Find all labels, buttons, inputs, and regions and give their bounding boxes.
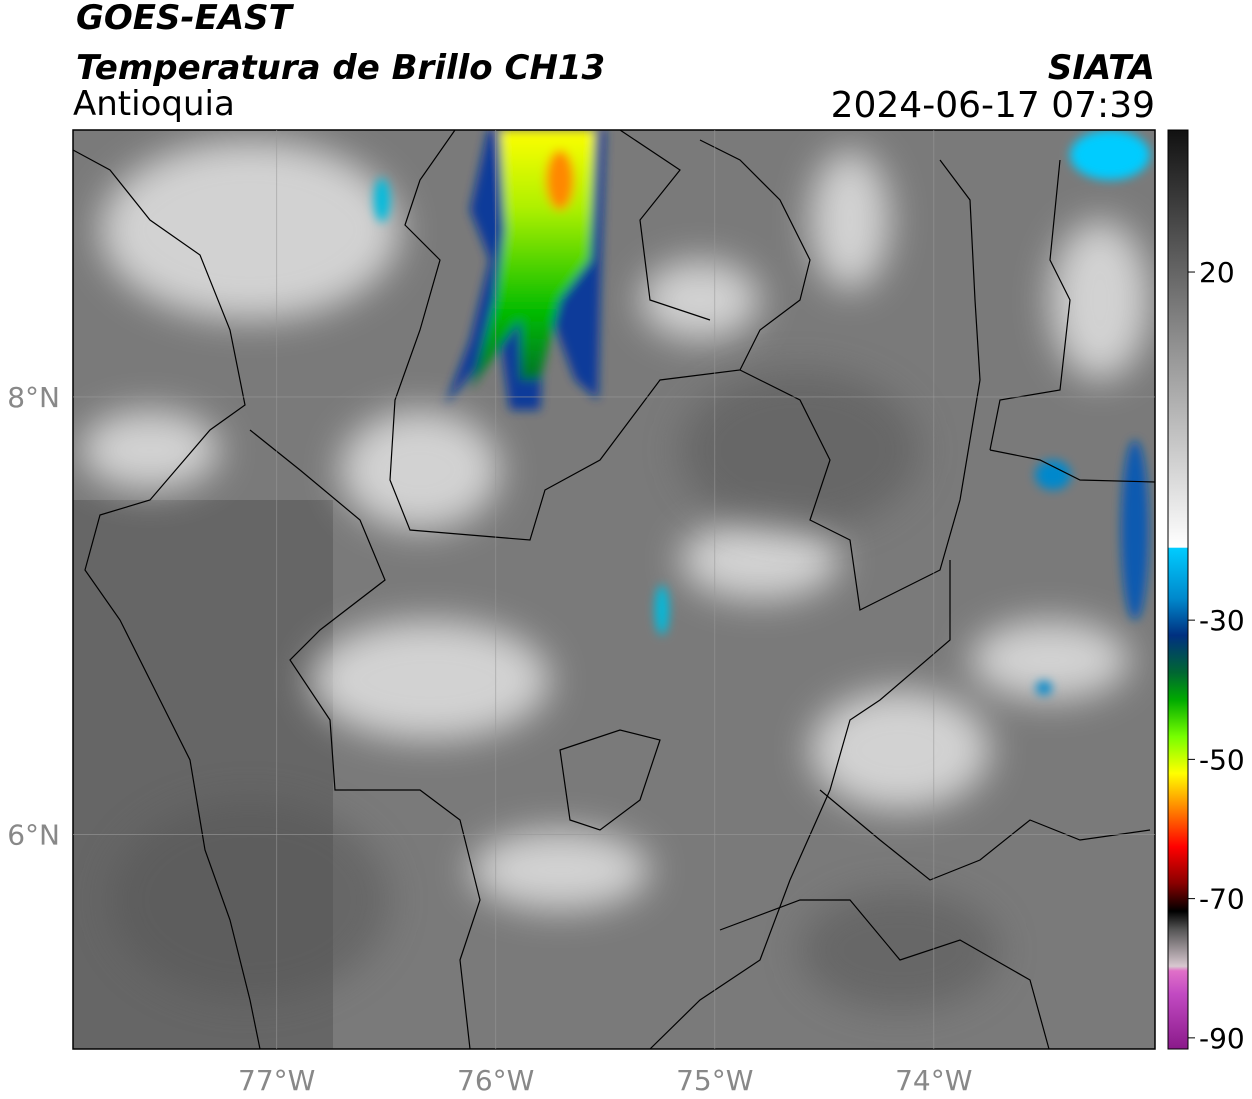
x-tick-label: 75°W — [676, 1064, 753, 1097]
map-image — [73, 130, 1155, 1049]
x-tick-label: 76°W — [457, 1064, 534, 1097]
colorbar-tick-label: -70 — [1199, 883, 1245, 916]
title: GOES-EAST — [76, 0, 295, 38]
map-frame — [72, 129, 1156, 1050]
colorbar-tick-label: 20 — [1199, 256, 1235, 289]
y-tick-label: 8°N — [7, 381, 60, 414]
x-tick-label: 77°W — [238, 1064, 315, 1097]
subtitle: Temperatura de Brillo CH13 — [76, 48, 605, 88]
colorbar-tick-label: -30 — [1199, 604, 1245, 637]
source: SIATA — [1048, 48, 1155, 88]
colorbar-tick-label: -90 — [1199, 1022, 1245, 1055]
y-tick-label: 6°N — [7, 819, 60, 852]
colorbar — [1167, 129, 1189, 1050]
x-tick-label: 74°W — [895, 1064, 972, 1097]
colorbar-tick-label: -50 — [1199, 743, 1245, 776]
region: Antioquia — [73, 84, 235, 124]
timestamp: 2024-06-17 07:39 — [831, 85, 1155, 126]
